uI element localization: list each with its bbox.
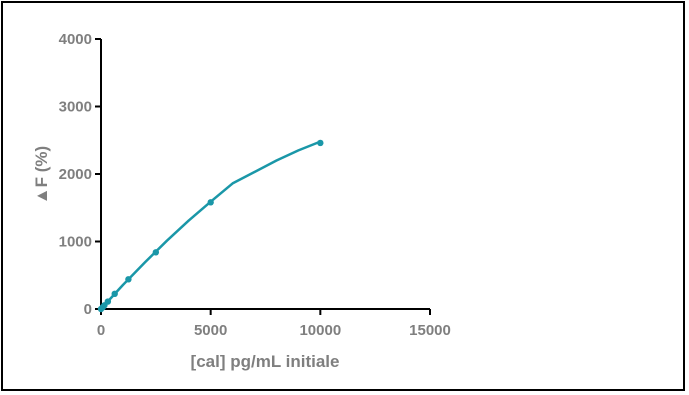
data-point <box>111 290 118 298</box>
x-tick-label: 15000 <box>409 322 451 339</box>
fit-curve <box>100 140 321 310</box>
data-point <box>317 139 324 147</box>
x-tick-label: 10000 <box>299 322 341 339</box>
y-axis-title: ▲F (%) <box>32 146 51 204</box>
x-tick-label: 0 <box>97 322 105 339</box>
points-layer <box>97 139 324 313</box>
data-point <box>125 276 132 283</box>
data-point <box>207 199 214 206</box>
y-tick-label: 4000 <box>59 31 92 48</box>
data-point <box>152 249 160 256</box>
data-point <box>104 298 112 305</box>
y-tick-label: 0 <box>84 301 92 318</box>
y-tick-label: 2000 <box>59 166 92 183</box>
y-tick-label: 3000 <box>59 99 92 116</box>
y-tick-label: 1000 <box>59 234 92 251</box>
ticks: 0 1000 2000 3000 4000 0 5000 10000 15000 <box>59 31 451 339</box>
x-tick-label: 5000 <box>194 322 227 339</box>
axes <box>100 39 430 310</box>
curve-layer <box>100 140 321 310</box>
x-axis-title: [cal] pg/mL initiale <box>191 352 340 371</box>
